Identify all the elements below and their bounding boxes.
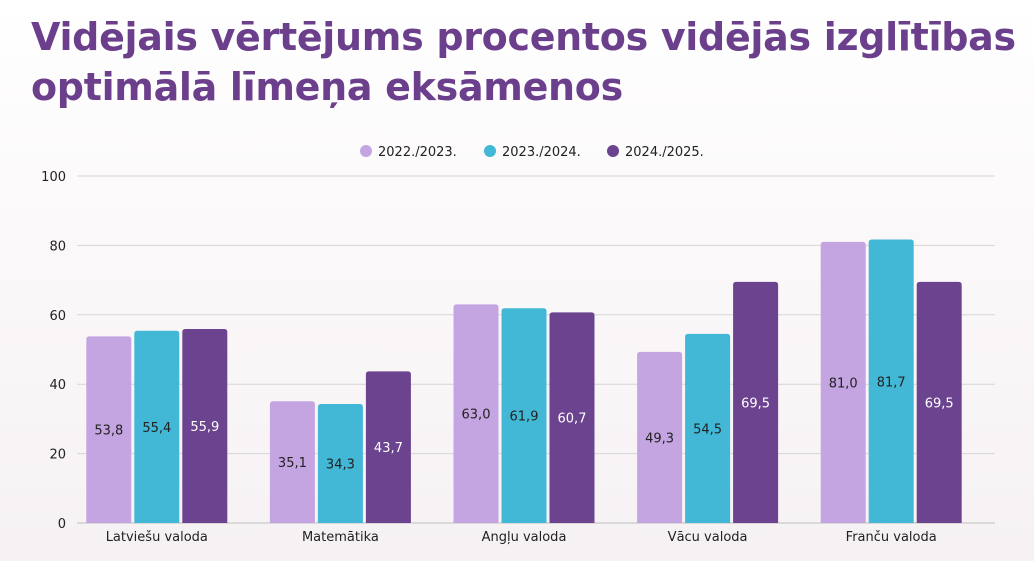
bar-1-1 <box>86 336 132 523</box>
data-label-3-3: 60,7 <box>558 412 587 427</box>
y-tick-label-60: 60 <box>49 309 66 324</box>
y-tick-label-0: 0 <box>58 517 66 532</box>
x-axis: Latviešu valoda Matemātika Angļu valoda Vāc… <box>106 530 937 545</box>
bar-3-2 <box>365 371 411 523</box>
data-label-3-2: 43,7 <box>374 441 403 456</box>
data-label-2-1: 55,4 <box>142 421 171 436</box>
x-category-label-2: Matemātika <box>302 530 379 545</box>
y-tick-label-40: 40 <box>49 378 66 393</box>
bar-3-5 <box>916 281 962 523</box>
x-category-label-3: Angļu valoda <box>482 530 567 545</box>
chart-title-line-2: optimālā līmeņa eksāmenos <box>31 65 623 109</box>
bar-1-3 <box>453 304 499 523</box>
data-label-1-4: 49,3 <box>645 431 674 446</box>
chart-bars: 53,8 55,4 55,9 35,1 34,3 43,7 63,0 61,9 60,7 49,3… <box>86 239 962 523</box>
chart-title: Vidējais vērtējums procentos vidējās izg… <box>31 12 1021 112</box>
data-label-3-4: 69,5 <box>741 396 770 411</box>
legend-marker-3 <box>607 145 619 157</box>
legend-marker-1 <box>360 145 372 157</box>
bar-3-3 <box>549 312 595 523</box>
x-category-label-4: Vācu valoda <box>668 530 748 545</box>
data-label-2-3: 61,9 <box>510 410 539 425</box>
x-category-label-1: Latviešu valoda <box>106 530 208 545</box>
bar-1-4 <box>637 351 683 523</box>
y-tick-label-100: 100 <box>41 170 66 185</box>
legend-marker-2 <box>484 145 496 157</box>
data-label-3-5: 69,5 <box>925 396 954 411</box>
y-tick-label-80: 80 <box>49 239 66 254</box>
bar-1-2 <box>269 401 315 523</box>
chart-title-line-1: Vidējais vērtējums procentos vidējās izg… <box>31 15 1016 59</box>
bar-2-2 <box>317 403 363 523</box>
legend-label-3: 2024./2025. <box>625 145 704 160</box>
bar-2-1 <box>134 330 180 523</box>
chart-legend: 2022./2023. 2023./2024. 2024./2025. <box>360 145 704 160</box>
bar-3-4 <box>733 281 779 523</box>
data-label-3-1: 55,9 <box>190 420 219 435</box>
data-label-1-2: 35,1 <box>278 456 307 471</box>
bar-1-5 <box>820 241 866 523</box>
bar-2-5 <box>868 239 914 523</box>
legend-label-2: 2023./2024. <box>502 145 581 160</box>
bar-3-1 <box>182 329 228 523</box>
bar-2-4 <box>685 333 731 523</box>
data-label-1-5: 81,0 <box>829 376 858 391</box>
data-label-2-5: 81,7 <box>877 375 906 390</box>
x-category-label-5: Franču valoda <box>846 530 937 545</box>
legend-label-1: 2022./2023. <box>378 145 457 160</box>
data-label-2-2: 34,3 <box>326 457 355 472</box>
data-label-1-3: 63,0 <box>462 408 491 423</box>
bar-2-3 <box>501 308 547 523</box>
data-label-1-1: 53,8 <box>94 424 123 439</box>
y-tick-label-20: 20 <box>49 448 66 463</box>
data-label-2-4: 54,5 <box>693 422 722 437</box>
y-axis: 0 20 40 60 80 100 <box>41 170 66 532</box>
